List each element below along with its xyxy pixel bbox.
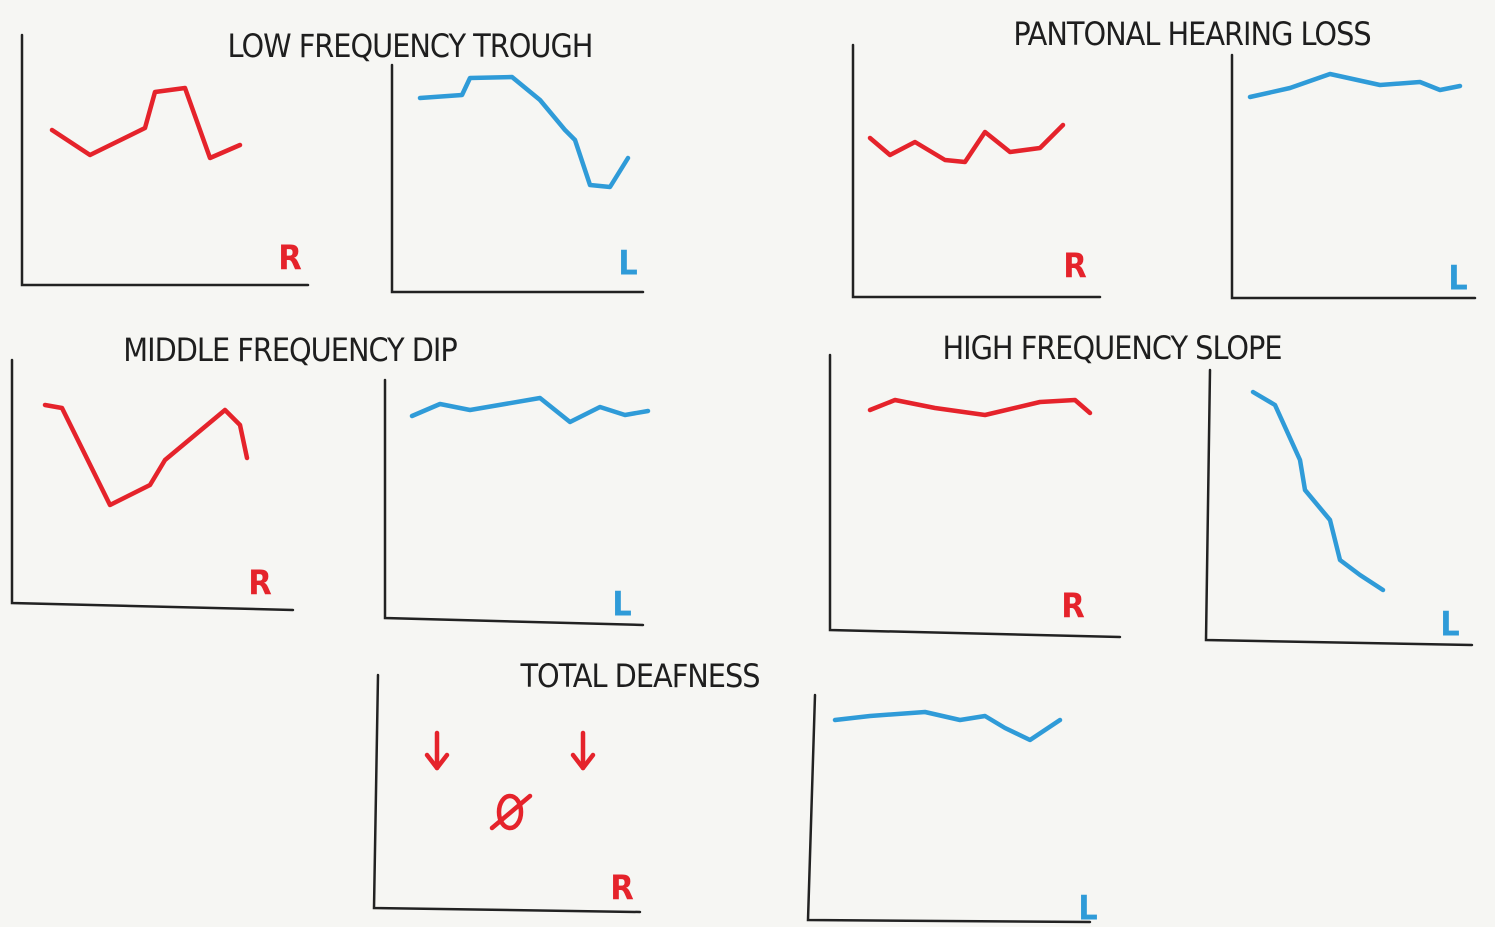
panel-title: TOTAL DEAFNESS bbox=[519, 657, 759, 695]
right-ear-label: R bbox=[1061, 587, 1085, 627]
diagram: LOW FREQUENCY TROUGH R L PANTONAL HEARIN… bbox=[0, 0, 1495, 927]
panel-title: MIDDLE FREQUENCY DIP bbox=[123, 331, 457, 369]
left-ear-label: L bbox=[1078, 889, 1098, 927]
right-ear-label: R bbox=[248, 564, 272, 604]
panel-title: HIGH FREQUENCY SLOPE bbox=[942, 329, 1281, 367]
right-ear-label: R bbox=[1063, 247, 1087, 287]
background bbox=[0, 0, 1495, 927]
right-ear-label: R bbox=[610, 869, 634, 909]
left-ear-label: L bbox=[612, 585, 632, 625]
right-ear-label: R bbox=[278, 239, 302, 279]
left-ear-label: L bbox=[1440, 605, 1460, 645]
panel-title: PANTONAL HEARING LOSS bbox=[1013, 15, 1370, 53]
left-ear-label: L bbox=[1448, 259, 1468, 299]
left-ear-label: L bbox=[618, 244, 638, 284]
panel-title: LOW FREQUENCY TROUGH bbox=[228, 27, 593, 65]
